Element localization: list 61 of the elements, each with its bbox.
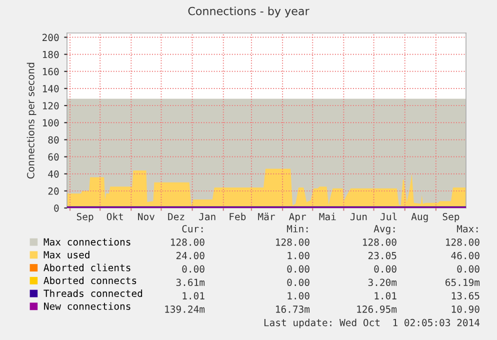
text: 16.73m — [276, 306, 310, 313]
text: 0.00 — [457, 265, 480, 273]
text: Last update: Wed Oct 1 02:05:03 2014 — [264, 318, 480, 328]
text: Min: — [286, 224, 308, 232]
text: 10.90 — [452, 306, 480, 313]
text: 0.00 — [182, 265, 204, 273]
text: 126.95m — [357, 306, 397, 313]
y-tick-label: 160 — [42, 68, 59, 76]
legend-label: Max connections — [44, 238, 130, 246]
y-tick-label: 60 — [48, 153, 59, 161]
x-tick-label: Aug — [411, 213, 428, 222]
text: 3.20m — [368, 278, 397, 286]
x-tick-label: Jul — [380, 212, 397, 220]
x-tick-label: Mai — [319, 212, 336, 220]
legend-label: Aborted clients — [44, 264, 130, 272]
y-tick-label: 200 — [42, 34, 59, 42]
text: 128.00 — [276, 238, 310, 246]
x-tick-label: Apr — [288, 213, 306, 222]
text: 65.19m — [446, 278, 480, 286]
x-tick-label: Mär — [258, 212, 275, 220]
legend-label: New connections — [44, 302, 130, 310]
text: 13.65 — [452, 292, 480, 300]
text: Cur: — [182, 225, 203, 232]
text: 128.00 — [446, 238, 480, 246]
y-axis-title: Connections per second — [26, 62, 36, 178]
text: 3.61m — [176, 278, 205, 286]
text: Max: — [456, 225, 478, 232]
text: 139.24m — [165, 306, 205, 313]
text: 128.00 — [363, 238, 396, 246]
chart-title: Connections - by year — [188, 6, 310, 18]
text: 24.00 — [176, 252, 204, 260]
text: Avg: — [374, 225, 395, 234]
text: 0.00 — [374, 265, 396, 273]
y-tick-label: 140 — [42, 84, 59, 92]
text: 46.00 — [451, 252, 480, 260]
x-tick-label: Sep — [442, 212, 460, 222]
y-tick-label: 20 — [48, 187, 59, 195]
legend-label: Threads connected — [44, 290, 142, 298]
x-tick-label: Dez — [168, 213, 184, 220]
y-tick-label: 180 — [42, 50, 59, 58]
text: 128.00 — [171, 238, 204, 246]
text: 0.00 — [287, 265, 310, 273]
x-tick-label: Okt — [106, 212, 123, 220]
y-tick-label: 0 — [54, 204, 59, 212]
y-tick-label: 40 — [48, 170, 59, 178]
x-tick-label: Jan — [199, 213, 216, 220]
text: 1.00 — [288, 292, 310, 300]
text: 1.00 — [288, 252, 310, 260]
legend-label: Max used — [44, 250, 90, 258]
x-tick-label: Jun — [350, 213, 367, 220]
text: 23.05 — [368, 252, 396, 260]
legend-label: Aborted connects — [44, 276, 136, 284]
x-tick-label: Nov — [138, 213, 155, 220]
y-tick-label: 120 — [42, 102, 59, 110]
y-tick-label: 80 — [48, 136, 59, 144]
x-tick-label: Sep — [76, 212, 94, 222]
x-tick-label: Feb — [230, 212, 246, 220]
text: 1.01 — [374, 292, 396, 300]
text: 0.00 — [287, 278, 310, 286]
y-tick-label: 100 — [42, 119, 59, 126]
text: 1.01 — [182, 292, 204, 300]
